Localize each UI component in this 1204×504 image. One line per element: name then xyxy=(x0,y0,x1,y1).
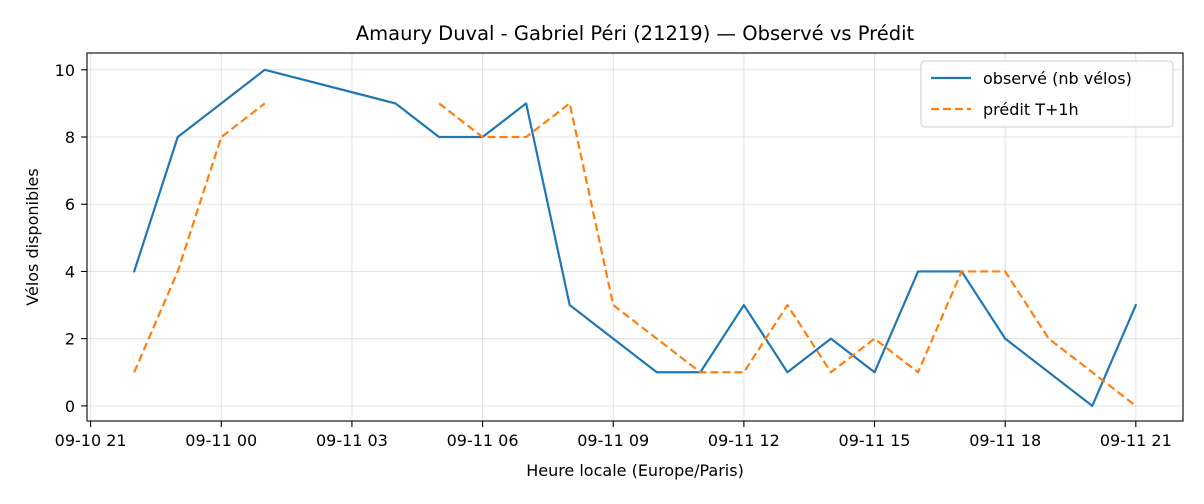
x-tick-label: 09-11 09 xyxy=(577,431,649,450)
y-tick-label: 8 xyxy=(65,128,75,147)
y-axis: 0 2 4 6 8 10 xyxy=(55,61,87,416)
y-tick-label: 4 xyxy=(65,262,75,281)
x-tick-label: 09-11 15 xyxy=(839,431,911,450)
x-axis: 09-10 21 09-11 00 09-11 03 09-11 06 09-11 09… xyxy=(55,421,1172,450)
legend-label-observe: observé (nb vélos) xyxy=(983,69,1132,88)
x-tick-label: 09-11 21 xyxy=(1100,431,1172,450)
x-tick-label: 09-11 03 xyxy=(316,431,388,450)
y-axis-label: Vélos disponibles xyxy=(23,168,42,305)
grid xyxy=(87,53,1183,421)
series-line-predit-segment-1 xyxy=(438,102,1137,407)
series-layer xyxy=(133,68,1137,407)
x-axis-label: Heure locale (Europe/Paris) xyxy=(526,461,744,480)
series-line-predit-segment-0 xyxy=(133,102,266,373)
y-tick-label: 0 xyxy=(65,397,75,416)
y-tick-label: 10 xyxy=(55,61,75,80)
x-tick-label: 09-11 12 xyxy=(708,431,780,450)
plot-frame xyxy=(86,52,1184,422)
x-tick-label: 09-11 18 xyxy=(969,431,1041,450)
y-tick-label: 6 xyxy=(65,195,75,214)
legend: observé (nb vélos) prédit T+1h xyxy=(920,60,1174,128)
x-tick-label: 09-10 21 xyxy=(55,431,127,450)
legend-box xyxy=(920,60,1174,128)
x-tick-label: 09-11 06 xyxy=(447,431,519,450)
legend-label-predit: prédit T+1h xyxy=(983,100,1079,119)
chart-title: Amaury Duval - Gabriel Péri (21219) — Ob… xyxy=(356,22,915,45)
y-tick-label: 2 xyxy=(65,330,75,349)
x-tick-label: 09-11 00 xyxy=(185,431,257,450)
